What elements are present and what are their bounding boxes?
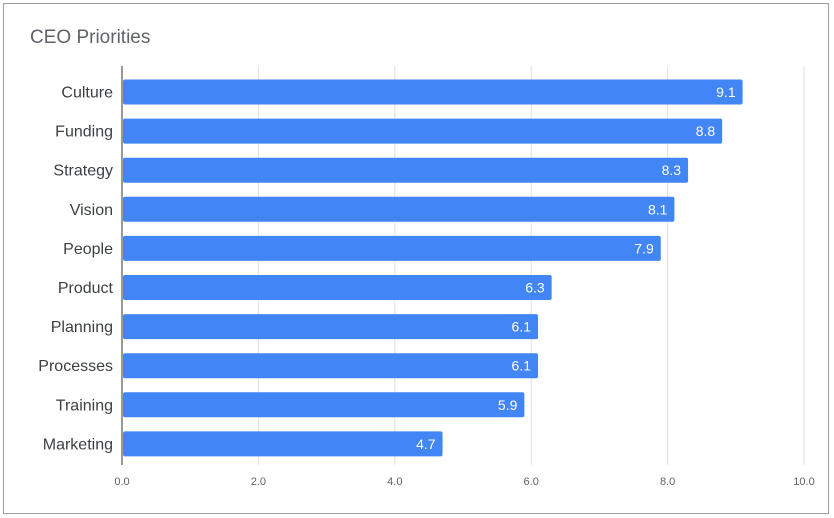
data-labels: 9.1 8.8 8.3 8.1 7.9 6.3 6.1 6.1 5.9 4.7 <box>416 84 736 452</box>
data-label-culture: 9.1 <box>716 84 736 100</box>
bar-strategy <box>123 157 689 183</box>
data-label-strategy: 8.3 <box>662 162 682 178</box>
data-label-people: 7.9 <box>634 240 654 256</box>
category-label-funding: Funding <box>55 124 113 141</box>
bar-processes <box>123 353 539 379</box>
category-label-strategy: Strategy <box>53 163 113 180</box>
bar-product <box>123 275 552 300</box>
category-label-training: Training <box>56 397 113 414</box>
x-tick-label-5: 10.0 <box>793 476 814 488</box>
data-label-planning: 6.1 <box>512 319 532 335</box>
category-label-people: People <box>63 241 113 258</box>
category-label-planning: Planning <box>51 319 113 336</box>
chart-title: CEO Priorities <box>30 27 151 48</box>
data-label-processes: 6.1 <box>512 358 532 374</box>
bars <box>123 79 743 457</box>
x-tick-labels: 0.0 2.0 4.0 6.0 8.0 10.0 <box>114 476 814 488</box>
data-label-vision: 8.1 <box>648 201 668 217</box>
category-label-vision: Vision <box>70 202 113 219</box>
bar-culture <box>123 79 743 105</box>
data-label-product: 6.3 <box>525 280 545 296</box>
x-tick-label-1: 2.0 <box>251 476 266 488</box>
data-label-training: 5.9 <box>498 397 518 413</box>
x-tick-label-3: 6.0 <box>524 476 539 488</box>
category-label-processes: Processes <box>38 358 113 375</box>
x-tick-label-4: 8.0 <box>660 476 675 488</box>
category-label-marketing: Marketing <box>43 436 113 453</box>
x-tick-label-2: 4.0 <box>387 476 402 488</box>
bar-planning <box>123 314 539 340</box>
bar-people <box>123 235 661 261</box>
bar-marketing <box>123 431 443 457</box>
category-label-product: Product <box>58 280 114 297</box>
bar-training <box>123 392 525 418</box>
category-label-culture: Culture <box>61 85 113 102</box>
data-label-marketing: 4.7 <box>416 436 436 452</box>
bar-vision <box>123 196 675 222</box>
category-labels: Culture Funding Strategy Vision People Produc… <box>38 85 113 454</box>
data-label-funding: 8.8 <box>696 123 716 139</box>
x-tick-label-0: 0.0 <box>114 476 129 488</box>
bar-funding <box>123 118 723 144</box>
